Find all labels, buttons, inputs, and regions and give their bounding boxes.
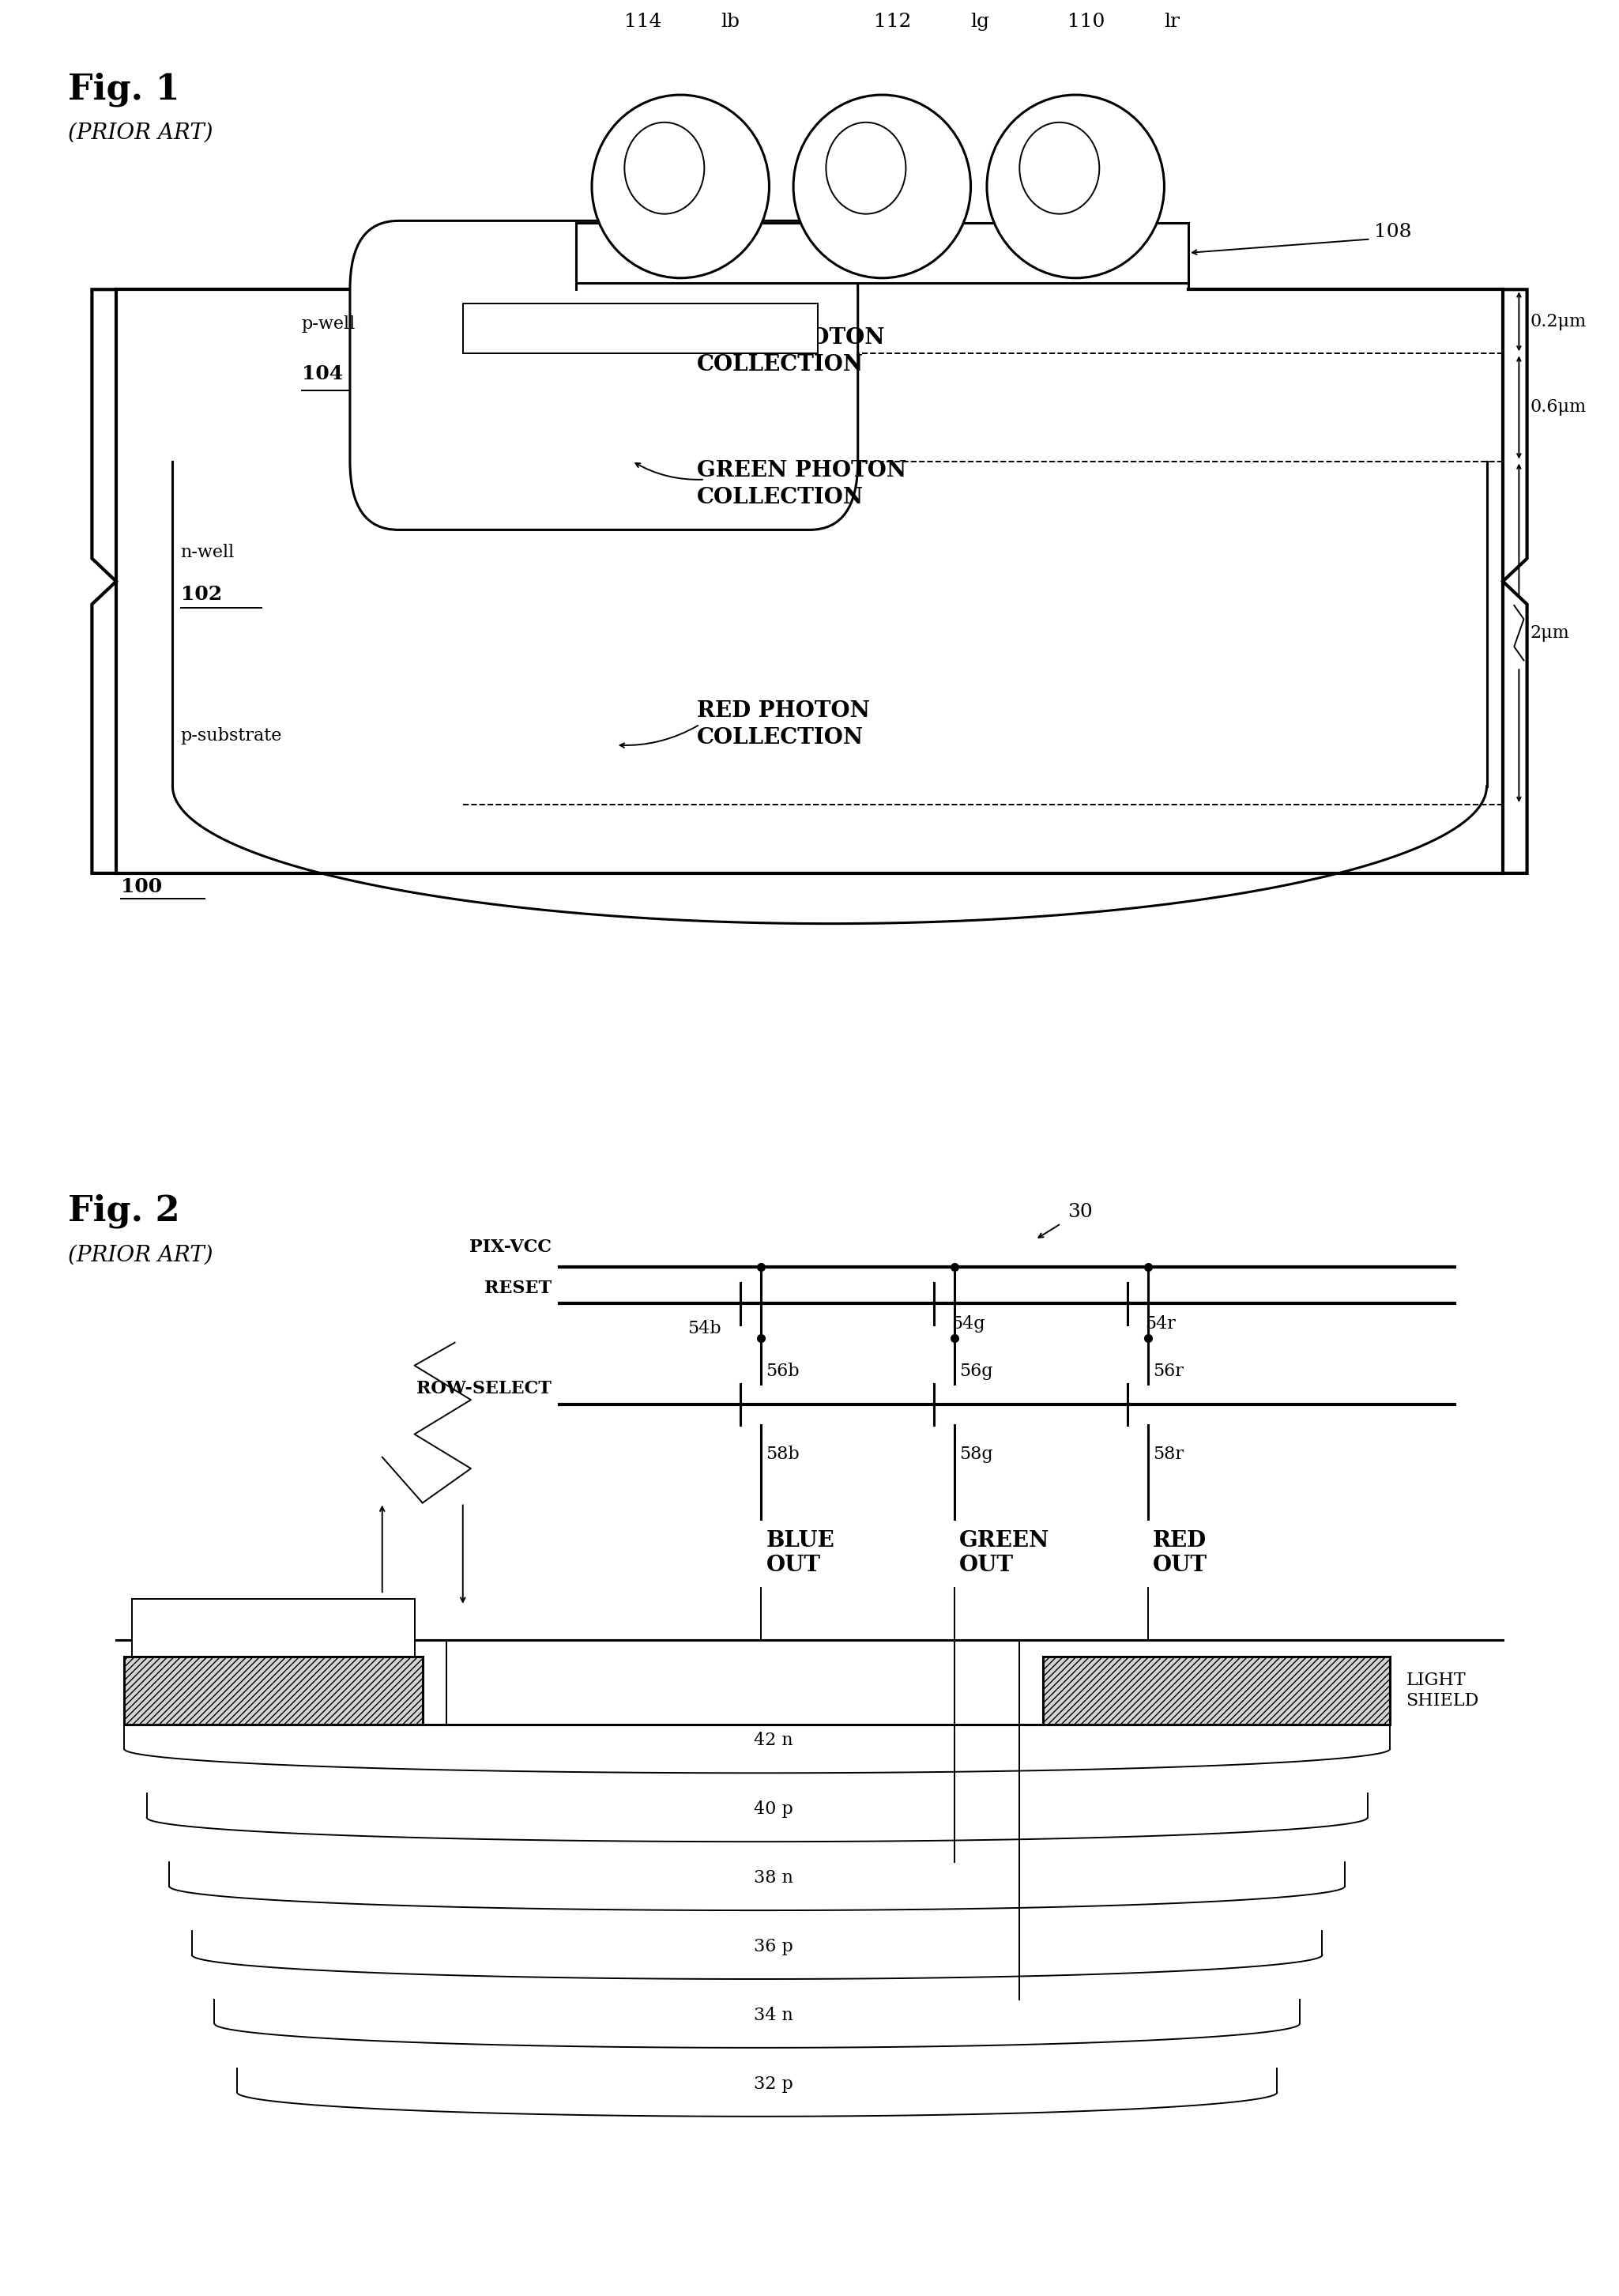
Text: 36 p: 36 p <box>753 1938 793 1956</box>
Text: Fig. 1: Fig. 1 <box>68 71 180 106</box>
Text: BLUE PHOTON
COLLECTION: BLUE PHOTON COLLECTION <box>696 328 884 374</box>
Text: p-well: p-well <box>301 315 356 333</box>
Ellipse shape <box>793 94 971 278</box>
Text: 0.2μm: 0.2μm <box>1530 312 1587 331</box>
Text: 58b: 58b <box>766 1446 800 1463</box>
Text: lg: lg <box>971 11 989 30</box>
Text: 40 p: 40 p <box>753 1800 793 1818</box>
Text: BLUE
OUT: BLUE OUT <box>766 1531 834 1577</box>
Text: 54g: 54g <box>952 1316 984 1332</box>
Text: (PRIOR ART): (PRIOR ART) <box>68 122 212 145</box>
Text: 42 n: 42 n <box>753 1731 793 1750</box>
Text: n-well: n-well <box>181 544 235 563</box>
Text: 56g: 56g <box>960 1362 992 1380</box>
Bar <box>1043 1655 1391 1724</box>
Text: 108: 108 <box>1375 223 1412 241</box>
Text: LIGHT
SHIELD: LIGHT SHIELD <box>1405 1671 1480 1708</box>
Text: 102: 102 <box>181 585 222 604</box>
Text: 54r: 54r <box>1145 1316 1175 1332</box>
Text: 106: 106 <box>640 319 674 338</box>
Text: 104: 104 <box>301 365 343 383</box>
Text: 56r: 56r <box>1153 1362 1183 1380</box>
Text: RED PHOTON
COLLECTION: RED PHOTON COLLECTION <box>696 700 869 748</box>
Text: 30: 30 <box>1067 1203 1093 1221</box>
Text: 58g: 58g <box>960 1446 992 1463</box>
Text: 32 p: 32 p <box>753 2076 793 2092</box>
Text: RED
OUT: RED OUT <box>1153 1531 1208 1577</box>
Ellipse shape <box>1020 122 1099 214</box>
Ellipse shape <box>826 122 907 214</box>
Text: 54b: 54b <box>686 1320 720 1336</box>
Text: RESET: RESET <box>484 1279 552 1297</box>
Text: PIX-VCC: PIX-VCC <box>470 1238 552 1256</box>
Text: 34 n: 34 n <box>753 2007 793 2023</box>
Text: 112: 112 <box>874 11 911 30</box>
Ellipse shape <box>625 122 704 214</box>
Text: 56b: 56b <box>766 1362 800 1380</box>
Text: 38 n: 38 n <box>753 1869 793 1887</box>
Text: ROW-SELECT: ROW-SELECT <box>416 1380 552 1398</box>
Text: 58r: 58r <box>1153 1446 1183 1463</box>
Bar <box>125 1655 423 1724</box>
Bar <box>576 223 1188 282</box>
Bar <box>463 303 818 354</box>
Text: Fig. 2: Fig. 2 <box>68 1194 180 1228</box>
Text: lb: lb <box>720 11 740 30</box>
Text: 100: 100 <box>121 877 162 895</box>
Text: 2μm: 2μm <box>1530 625 1569 641</box>
Text: GREEN PHOTON
COLLECTION: GREEN PHOTON COLLECTION <box>696 459 907 507</box>
FancyBboxPatch shape <box>350 220 858 530</box>
Ellipse shape <box>988 94 1164 278</box>
Ellipse shape <box>593 94 769 278</box>
Text: lr: lr <box>1164 11 1180 30</box>
Text: 110: 110 <box>1067 11 1104 30</box>
Text: GREEN
OUT: GREEN OUT <box>960 1531 1049 1577</box>
Text: 0.6μm: 0.6μm <box>1530 400 1587 416</box>
Text: nidd: nidd <box>479 319 518 338</box>
Text: 114: 114 <box>623 11 662 30</box>
Text: (PRIOR ART): (PRIOR ART) <box>68 1244 212 1265</box>
Text: p-substrate: p-substrate <box>181 728 282 744</box>
Bar <box>133 1598 414 1655</box>
